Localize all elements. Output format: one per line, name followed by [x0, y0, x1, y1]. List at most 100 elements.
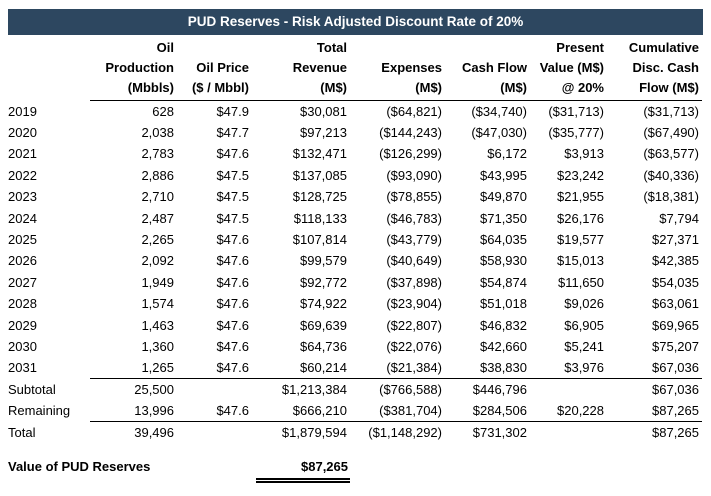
cell-present-value	[530, 378, 607, 400]
table-row-2021: 2021 2,783 $47.6 $132,471 ($126,299) $6,172 $3…	[8, 143, 702, 164]
cell-cash-flow: $58,930	[480, 253, 527, 269]
cell-oil-production: 1,463	[141, 317, 174, 333]
cell-cash-flow: $71,350	[480, 210, 527, 226]
cell-oil-price: $47.6	[216, 253, 249, 269]
cell-oil-production: 2,038	[141, 125, 174, 141]
cell-expenses: ($40,649)	[386, 253, 442, 269]
cell-total-revenue: $107,814	[292, 232, 347, 248]
table-row-2023: 2023 2,710 $47.5 $128,725 ($78,855) $49,870 $2…	[8, 186, 702, 207]
cell-oil-price: $47.6	[216, 402, 249, 418]
row-label: 2025	[8, 232, 37, 248]
cell-expenses: ($144,243)	[379, 125, 442, 141]
cell-cash-flow: $731,302	[445, 420, 530, 443]
table-row-2031: 2031 1,265 $47.6 $60,214 ($21,384) $38,830 $3,…	[8, 357, 702, 378]
cell-present-value: $21,955	[557, 189, 604, 205]
cell-oil-price	[177, 420, 252, 443]
value-of-pud-reserves-amount: $87,265	[256, 459, 350, 483]
table-row-2026: 2026 2,092 $47.6 $99,579 ($40,649) $58,930 $15…	[8, 250, 702, 271]
table-body: 2019 628 $47.9 $30,081 ($64,821) ($34,740) ($3…	[8, 101, 702, 443]
row-label: Subtotal	[8, 381, 56, 397]
cell-cumulative-disc-cash-flow: ($40,336)	[643, 167, 699, 183]
cell-cash-flow: $446,796	[445, 378, 530, 400]
cell-oil-price: $47.5	[216, 167, 249, 183]
column-header-expenses: Expenses (M$)	[350, 38, 445, 101]
cell-total-revenue: $30,081	[300, 103, 347, 119]
cell-present-value: $19,577	[557, 232, 604, 248]
row-label: 2023	[8, 189, 37, 205]
cell-cash-flow: $6,172	[487, 146, 527, 162]
cell-expenses: ($93,090)	[386, 167, 442, 183]
cell-expenses: ($23,904)	[386, 296, 442, 312]
cell-total-revenue: $64,736	[300, 338, 347, 354]
cell-cumulative-disc-cash-flow: ($67,490)	[643, 125, 699, 141]
cell-expenses: ($22,807)	[386, 317, 442, 333]
cell-oil-production: 2,710	[141, 189, 174, 205]
table-row-2027: 2027 1,949 $47.6 $92,772 ($37,898) $54,874 $11…	[8, 272, 702, 293]
cell-cumulative-disc-cash-flow: ($63,577)	[643, 146, 699, 162]
cell-oil-production: 2,886	[141, 167, 174, 183]
column-header-cash-flow: Cash Flow (M$)	[445, 38, 530, 101]
cell-present-value: $6,905	[564, 317, 604, 333]
cell-cumulative-disc-cash-flow: $67,036	[652, 360, 699, 376]
cell-oil-price: $47.6	[216, 338, 249, 354]
cell-present-value: ($35,777)	[548, 125, 604, 141]
cell-present-value: $20,228	[557, 402, 604, 418]
row-label: 2020	[8, 125, 37, 141]
cell-oil-price: $47.5	[216, 210, 249, 226]
cell-total-revenue: $137,085	[292, 167, 347, 183]
row-label: 2030	[8, 338, 37, 354]
column-header-year	[8, 38, 90, 101]
cell-expenses: ($64,821)	[386, 103, 442, 119]
table-title-bar: PUD Reserves - Risk Adjusted Discount Ra…	[8, 9, 703, 35]
cell-oil-price: $47.6	[216, 232, 249, 248]
cell-cash-flow: $49,870	[480, 189, 527, 205]
cell-cash-flow: ($34,740)	[471, 103, 527, 119]
row-label: 2028	[8, 296, 37, 312]
cell-oil-production: 2,265	[141, 232, 174, 248]
cell-oil-production: 1,949	[141, 274, 174, 290]
cell-cumulative-disc-cash-flow: $87,265	[607, 420, 702, 443]
table-row-2024: 2024 2,487 $47.5 $118,133 ($46,783) $71,350 $2…	[8, 207, 702, 228]
cell-oil-production: 13,996	[134, 402, 174, 418]
row-label: 2022	[8, 167, 37, 183]
cell-cash-flow: $64,035	[480, 232, 527, 248]
cell-oil-price: $47.5	[216, 189, 249, 205]
table-row-2019: 2019 628 $47.9 $30,081 ($64,821) ($34,740) ($3…	[8, 101, 702, 122]
table-row-2030: 2030 1,360 $47.6 $64,736 ($22,076) $42,660 $5,…	[8, 336, 702, 357]
cell-expenses: ($21,384)	[386, 360, 442, 376]
cell-oil-price: $47.6	[216, 317, 249, 333]
cell-total-revenue: $97,213	[300, 125, 347, 141]
cell-total-revenue: $99,579	[300, 253, 347, 269]
cell-cumulative-disc-cash-flow: $87,265	[652, 402, 699, 418]
table-row-2022: 2022 2,886 $47.5 $137,085 ($93,090) $43,995 $2…	[8, 165, 702, 186]
row-label: Total	[8, 424, 36, 440]
cell-oil-price: $47.6	[216, 274, 249, 290]
cell-oil-price	[177, 378, 252, 400]
row-label: 2021	[8, 146, 37, 162]
cell-total-revenue: $92,772	[300, 274, 347, 290]
cell-cumulative-disc-cash-flow: $69,965	[652, 317, 699, 333]
cell-oil-production: 39,496	[90, 420, 177, 443]
cell-cash-flow: $54,874	[480, 274, 527, 290]
cell-present-value: $15,013	[557, 253, 604, 269]
table-row-subtotal: Subtotal 25,500 $1,213,384 ($766,588) $446,7…	[8, 378, 702, 400]
cell-cumulative-disc-cash-flow: ($31,713)	[643, 103, 699, 119]
cell-oil-production: 2,487	[141, 210, 174, 226]
row-label: 2026	[8, 253, 37, 269]
cell-expenses: ($46,783)	[386, 210, 442, 226]
cell-present-value: $26,176	[557, 210, 604, 226]
table-row-2025: 2025 2,265 $47.6 $107,814 ($43,779) $64,035 $1…	[8, 229, 702, 250]
cell-total-revenue: $1,213,384	[252, 378, 350, 400]
cell-cash-flow: $51,018	[480, 296, 527, 312]
cell-total-revenue: $128,725	[292, 189, 347, 205]
cell-total-revenue: $69,639	[300, 317, 347, 333]
cell-oil-production: 2,783	[141, 146, 174, 162]
table-header-row: Oil Production (Mbbls) Oil Price ($ / Mbbl) T…	[8, 38, 702, 101]
table-row-remaining: Remaining 13,996 $47.6 $666,210 ($381,704) $2…	[8, 400, 702, 421]
cell-oil-price: $47.6	[216, 146, 249, 162]
cell-total-revenue: $74,922	[300, 296, 347, 312]
cell-present-value	[530, 420, 607, 443]
cell-cash-flow: $42,660	[480, 338, 527, 354]
cell-expenses: ($1,148,292)	[350, 420, 445, 443]
